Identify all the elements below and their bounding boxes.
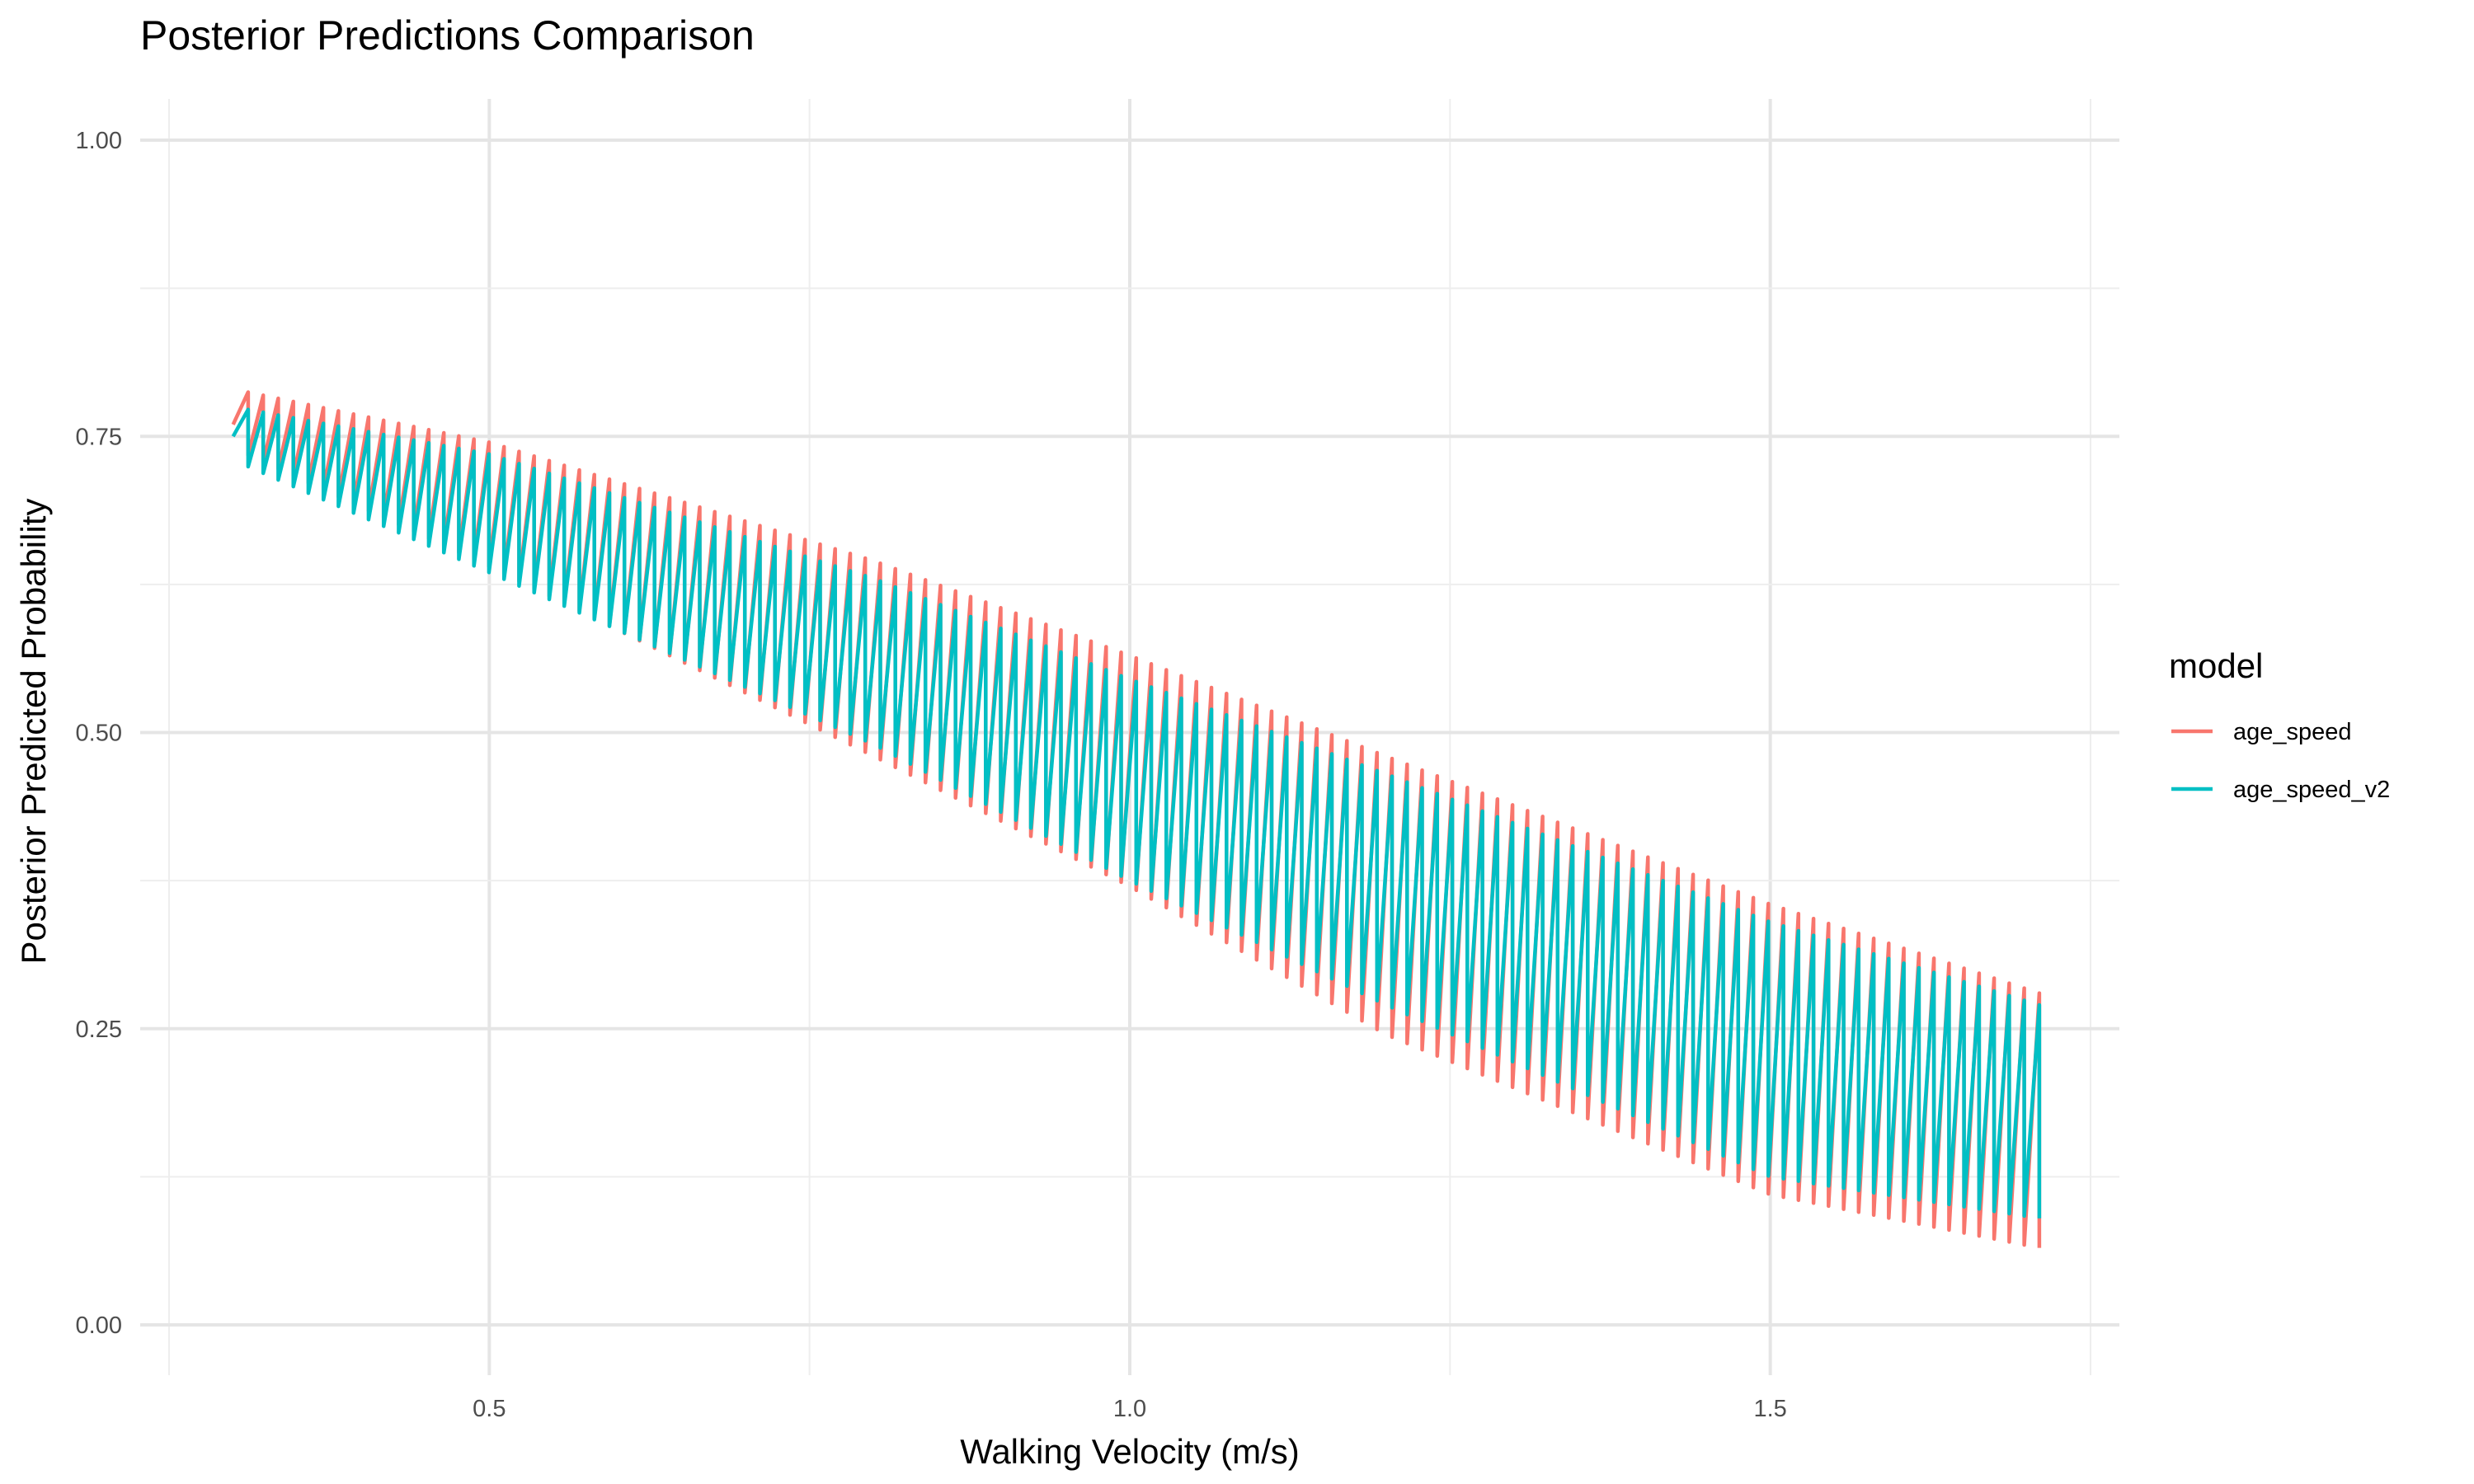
legend-label: age_speed — [2233, 719, 2352, 745]
x-tick-label: 1.0 — [1113, 1396, 1146, 1422]
legend-items: age_speed age_speed_v2 — [2171, 719, 2390, 803]
series-lines — [231, 390, 2042, 1248]
chart-title: Posterior Predictions Comparison — [140, 12, 755, 59]
y-tick-label: 1.00 — [76, 128, 122, 154]
y-tick-label: 0.75 — [76, 424, 122, 450]
y-tick-label: 0.50 — [76, 721, 122, 747]
y-axis-title: Posterior Predicted Probability — [14, 499, 53, 965]
legend-label: age_speed_v2 — [2233, 777, 2390, 803]
y-tick-label: 0.00 — [76, 1313, 122, 1339]
y-tick-label: 0.25 — [76, 1017, 122, 1043]
x-axis-title: Walking Velocity (m/s) — [960, 1432, 1300, 1471]
y-axis-tick-labels: 0.00 0.25 0.50 0.75 1.00 — [76, 128, 122, 1339]
legend-title: model — [2169, 646, 2263, 685]
legend: model age_speed age_speed_v2 — [2169, 646, 2390, 803]
x-tick-label: 0.5 — [473, 1396, 506, 1422]
series-line-age-speed-v2 — [231, 407, 2042, 1219]
x-axis-tick-labels: 0.5 1.0 1.5 — [473, 1396, 1787, 1422]
x-tick-label: 1.5 — [1754, 1396, 1787, 1422]
